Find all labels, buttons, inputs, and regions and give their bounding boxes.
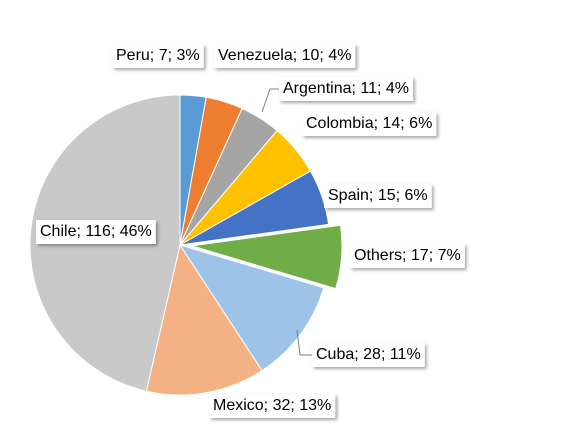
label-text: Cuba; 28; 11% [316,346,421,363]
leader-line [261,88,279,113]
data-label: Spain; 15; 6% [324,184,432,208]
data-label: Argentina; 11; 4% [279,77,414,101]
data-label: Cuba; 28; 11% [312,343,425,367]
pie-slice [179,170,330,246]
label-text: Chile; 116; 46% [40,223,152,240]
pie-slice [145,243,263,396]
label-text: Others; 17; 7% [354,247,461,264]
data-label: Peru; 7; 3% [112,44,204,68]
label-box [350,244,465,268]
data-label: Others; 17; 7% [350,244,465,268]
label-box [312,343,425,367]
label-box [209,394,336,418]
label-text: Argentina; 11; 4% [283,80,409,97]
label-text: Peru; 7; 3% [116,47,200,64]
label-text: Venezuela; 10; 4% [218,47,351,64]
data-label: Colombia; 14; 6% [302,112,437,136]
label-text: Colombia; 14; 6% [306,115,432,132]
data-label: Chile; 116; 46% [36,220,156,244]
label-box [214,44,356,68]
label-box [324,184,432,208]
label-box [36,220,156,244]
label-text: Mexico; 32; 13% [213,397,331,414]
data-label: Mexico; 32; 13% [209,394,336,418]
data-label: Venezuela; 10; 4% [214,44,356,68]
label-box [112,44,204,68]
pie-slice [191,224,343,290]
pie-slice [178,244,325,372]
label-box [302,112,437,136]
slices [29,94,343,396]
label-box [279,77,414,101]
label-text: Spain; 15; 6% [328,187,428,204]
leader-line [296,329,312,356]
